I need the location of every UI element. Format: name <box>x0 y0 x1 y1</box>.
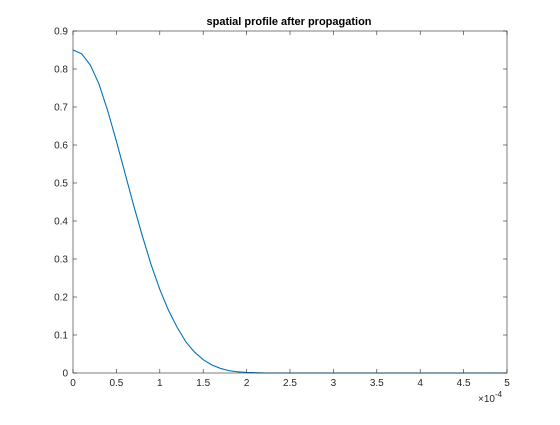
y-tick-label: 0.8 <box>54 65 68 76</box>
x-tick-label: 3 <box>331 378 337 389</box>
y-axis: 0 0.1 0.2 0.3 0.4 0.5 0.6 0.7 0.8 0.9 <box>54 27 507 380</box>
y-tick-label: 0.4 <box>54 217 68 228</box>
x-axis: 0 0.5 1 1.5 2 2.5 3 3.5 4 4.5 5 <box>70 31 510 389</box>
y-tick-label: 0.7 <box>54 103 68 114</box>
y-tick-label: 0.6 <box>54 141 68 152</box>
x-tick-label: 5 <box>504 378 510 389</box>
plot-background <box>73 31 507 373</box>
chart-title: spatial profile after propagation <box>206 16 371 28</box>
x-tick-label: 1 <box>157 378 163 389</box>
x-tick-label: 3.5 <box>370 378 384 389</box>
x-tick-label: 2.5 <box>283 378 297 389</box>
x-tick-label: 0 <box>70 378 76 389</box>
y-tick-label: 0.9 <box>54 27 68 38</box>
plot-area <box>72 30 508 374</box>
x-tick-label: 4.5 <box>457 378 471 389</box>
x-tick-label: 1.5 <box>196 378 210 389</box>
y-tick-label: 0.3 <box>54 255 68 266</box>
y-tick-label: 0.2 <box>54 293 68 304</box>
y-tick-label: 0 <box>62 369 68 380</box>
x-exponent-power: -4 <box>495 390 503 399</box>
y-tick-label: 0.5 <box>54 179 68 190</box>
x-tick-label: 2 <box>244 378 250 389</box>
x-tick-label: 4 <box>417 378 423 389</box>
x-exponent-base: ×10 <box>478 394 495 405</box>
x-tick-label: 0.5 <box>109 378 123 389</box>
y-tick-label: 0.1 <box>54 331 68 342</box>
x-axis-exponent-label: ×10-4 <box>478 390 503 405</box>
